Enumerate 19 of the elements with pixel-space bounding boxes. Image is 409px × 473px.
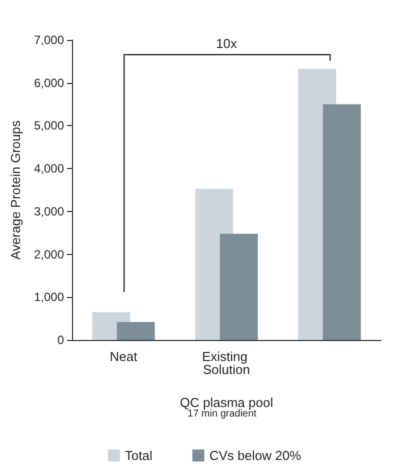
x-tick-label: Existing Solution xyxy=(202,349,252,377)
annotation: 10x xyxy=(216,36,238,51)
y-tick-label: 5,000 xyxy=(34,118,64,133)
y-tick-label: 7,000 xyxy=(34,33,64,47)
y-tick-label: 6,000 xyxy=(34,76,64,90)
x-axis-title: QC plasma pool xyxy=(180,395,274,410)
y-axis-title: Average Protein Groups xyxy=(8,120,23,260)
y-tick-label: 0 xyxy=(57,333,64,347)
legend-label: CVs below 20% xyxy=(209,448,302,463)
y-tick-label: 2,000 xyxy=(34,247,64,262)
x-tick-label: Neat xyxy=(110,349,138,364)
legend-label: Total xyxy=(124,448,152,463)
y-tick-label: 4,000 xyxy=(34,162,64,176)
bar xyxy=(116,322,155,340)
bar xyxy=(322,104,361,340)
bar xyxy=(220,234,258,340)
text: 17 min gradient xyxy=(188,408,257,420)
y-tick-label: 1,000 xyxy=(34,290,64,304)
y-tick-label: 3,000 xyxy=(34,204,64,218)
